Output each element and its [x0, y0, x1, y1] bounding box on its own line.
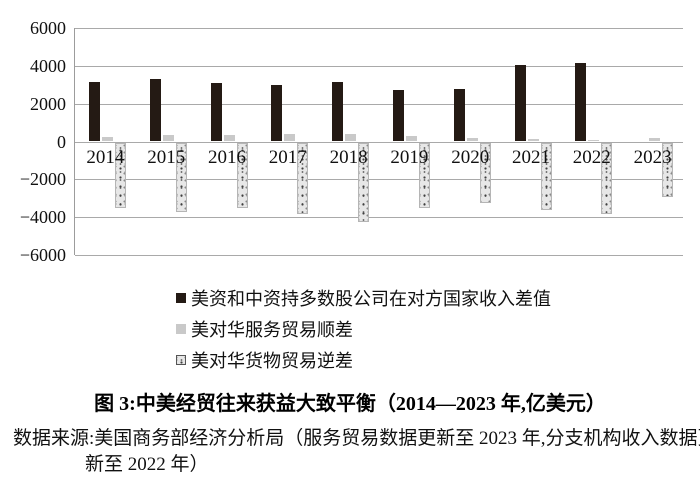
x-tick-2019: 2019 — [390, 146, 429, 168]
data-source-line1: 数据来源:美国商务部经济分析局（服务贸易数据更新至 2023 年,分支机构收入数… — [13, 428, 700, 449]
bar-series1-2017 — [271, 84, 283, 142]
bar-series2-2017 — [284, 134, 296, 142]
legend-row-3: 美对华货物贸易逆差 — [176, 344, 551, 375]
y-tick-label: −6000 — [19, 245, 66, 265]
x-tick-2021: 2021 — [511, 146, 550, 168]
bar-series2-2021 — [527, 139, 539, 142]
plot-area: 2014 2015 2016 2017 2018 2019 2020 2021 2022 2023 — [74, 28, 683, 256]
y-tick-label: −2000 — [19, 169, 66, 190]
bar-series2-2014 — [102, 137, 113, 142]
gridline — [75, 103, 683, 105]
bar-series2-2016 — [223, 134, 235, 142]
bar-series3-2021 — [540, 142, 552, 210]
y-tick-label: 0 — [57, 131, 66, 152]
x-tick-2016: 2016 — [207, 146, 246, 168]
x-tick-2022: 2022 — [572, 146, 611, 168]
bar-series3-2020 — [479, 142, 491, 203]
bar-series3-2017 — [297, 142, 309, 214]
bar-series2-2019 — [406, 135, 417, 142]
y-tick-label: 4000 — [30, 55, 66, 76]
bar-series1-2016 — [210, 83, 222, 142]
gridline — [75, 141, 683, 143]
data-source-line2: 新至 2022 年） — [85, 454, 209, 475]
bar-series1-2021 — [514, 65, 526, 142]
x-tick-2023: 2023 — [633, 146, 672, 168]
legend-label: 美资和中资持多数股公司在对方国家收入差值 — [191, 288, 551, 309]
bar-series1-2022 — [575, 62, 587, 142]
y-tick-label: −4000 — [19, 207, 66, 228]
bar-series1-2015 — [149, 79, 161, 142]
bar-series3-2014 — [115, 142, 126, 209]
bar-series2-2020 — [466, 138, 478, 142]
y-tick-label: 6000 — [30, 18, 66, 38]
bar-series3-2015 — [175, 142, 187, 213]
bar-series3-2022 — [601, 142, 613, 214]
legend: 美资和中资持多数股公司在对方国家收入差值 美对华服务贸易顺差 美对华货物贸易逆差 — [176, 282, 551, 375]
bar-series2-2015 — [162, 135, 174, 142]
legend-swatch-icon — [176, 354, 186, 365]
gridline — [75, 255, 683, 256]
figure-caption: 图 3:中美经贸往来获益大致平衡（2014—2023 年,亿美元） — [94, 393, 606, 415]
legend-swatch-icon — [176, 323, 186, 334]
bar-series1-2019 — [393, 89, 404, 142]
y-tick-label: 2000 — [30, 93, 66, 114]
gridline — [75, 179, 683, 181]
x-tick-2018: 2018 — [329, 146, 368, 168]
bar-series3-2016 — [236, 142, 248, 208]
x-tick-2020: 2020 — [451, 146, 490, 168]
x-tick-2015: 2015 — [147, 146, 186, 168]
legend-label: 美对华服务贸易顺差 — [191, 319, 353, 340]
legend-row-2: 美对华服务贸易顺差 — [176, 313, 551, 344]
bar-series3-2019 — [419, 142, 430, 208]
bar-series1-2018 — [332, 82, 344, 142]
legend-label: 美对华货物贸易逆差 — [191, 350, 353, 371]
bar-series3-2023 — [662, 142, 674, 198]
legend-swatch-icon — [176, 292, 186, 303]
gridline — [75, 28, 683, 29]
legend-row-1: 美资和中资持多数股公司在对方国家收入差值 — [176, 282, 551, 313]
bar-series1-2014 — [89, 81, 100, 142]
gridline — [75, 65, 683, 67]
x-tick-2014: 2014 — [86, 146, 125, 168]
bar-series2-2023 — [649, 137, 661, 142]
bar-series2-2018 — [345, 134, 357, 142]
bar-series3-2018 — [358, 142, 370, 222]
bar-series1-2020 — [453, 88, 465, 142]
y-axis: 6000 4000 2000 0 −2000 −4000 −6000 — [0, 18, 66, 265]
x-tick-2017: 2017 — [268, 146, 307, 168]
gridline — [75, 217, 683, 219]
bar-series2-2022 — [588, 140, 600, 142]
